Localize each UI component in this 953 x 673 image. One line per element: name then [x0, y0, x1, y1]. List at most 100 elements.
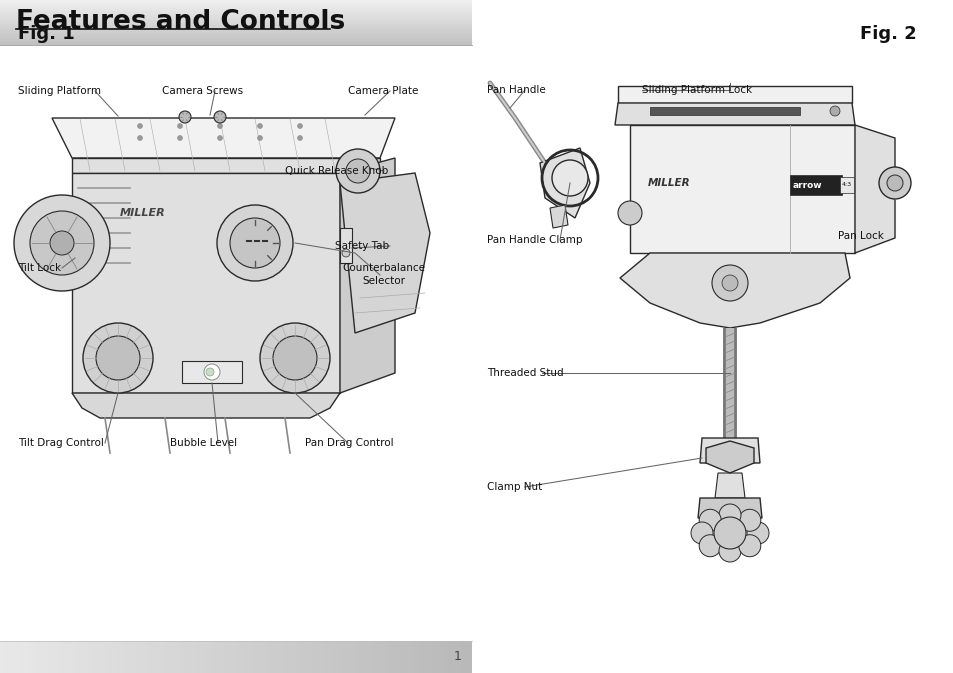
Polygon shape	[854, 125, 894, 253]
Polygon shape	[539, 148, 589, 218]
Text: arrow: arrow	[792, 180, 821, 190]
Bar	[413, 641, 418, 673]
Polygon shape	[52, 118, 395, 158]
Bar	[389, 641, 395, 673]
Circle shape	[738, 509, 760, 531]
Bar	[840, 177, 853, 193]
Bar	[189, 641, 194, 673]
Bar	[372, 641, 377, 673]
Bar	[230, 641, 235, 673]
Text: Sliding Platform: Sliding Platform	[18, 86, 101, 96]
Circle shape	[257, 135, 262, 141]
Bar	[359, 641, 365, 673]
Circle shape	[341, 249, 350, 257]
Circle shape	[217, 135, 222, 141]
Bar	[83, 641, 89, 673]
Circle shape	[711, 265, 747, 301]
Bar	[235, 641, 242, 673]
Bar	[407, 641, 413, 673]
Bar	[354, 641, 359, 673]
Bar	[200, 641, 206, 673]
Bar	[0, 641, 6, 673]
Circle shape	[83, 323, 152, 393]
Circle shape	[273, 336, 316, 380]
Bar	[18, 641, 24, 673]
Polygon shape	[698, 498, 761, 518]
Bar	[118, 641, 124, 673]
Circle shape	[886, 175, 902, 191]
Text: Tilt Drag Control: Tilt Drag Control	[18, 438, 104, 448]
Polygon shape	[71, 393, 339, 418]
Bar	[71, 641, 76, 673]
Bar	[271, 641, 277, 673]
Bar	[324, 641, 330, 673]
Text: Safety Tab: Safety Tab	[335, 241, 389, 251]
Text: Sliding Platform Lock: Sliding Platform Lock	[641, 85, 751, 95]
Text: Pan Handle Clamp: Pan Handle Clamp	[486, 235, 582, 245]
Circle shape	[618, 201, 641, 225]
Bar	[53, 641, 59, 673]
Bar	[141, 641, 148, 673]
Text: Fig. 2: Fig. 2	[859, 25, 916, 43]
Bar	[112, 641, 118, 673]
Circle shape	[738, 535, 760, 557]
Circle shape	[204, 364, 220, 380]
Circle shape	[257, 124, 262, 129]
Bar	[339, 228, 352, 263]
Bar	[259, 641, 265, 673]
Circle shape	[552, 160, 587, 196]
Text: Counterbalance: Counterbalance	[341, 263, 424, 273]
Bar	[436, 641, 442, 673]
Bar	[65, 641, 71, 673]
Circle shape	[690, 522, 712, 544]
Bar	[6, 641, 11, 673]
Text: MILLER: MILLER	[647, 178, 690, 188]
Text: Quick Release Knob: Quick Release Knob	[285, 166, 388, 176]
Bar	[218, 641, 224, 673]
Polygon shape	[714, 473, 744, 498]
Bar	[153, 641, 159, 673]
Circle shape	[719, 540, 740, 562]
Bar	[213, 641, 218, 673]
Text: Bubble Level: Bubble Level	[170, 438, 237, 448]
Circle shape	[206, 368, 213, 376]
Circle shape	[14, 195, 110, 291]
Bar	[395, 641, 401, 673]
Circle shape	[50, 231, 74, 255]
Text: Camera Screws: Camera Screws	[162, 86, 243, 96]
Polygon shape	[71, 158, 379, 173]
Bar	[289, 641, 294, 673]
Bar	[248, 641, 253, 673]
Circle shape	[829, 106, 840, 116]
Bar	[307, 641, 313, 673]
Bar	[294, 641, 300, 673]
Circle shape	[260, 323, 330, 393]
Circle shape	[179, 111, 191, 123]
Bar	[89, 641, 94, 673]
Bar	[35, 641, 41, 673]
Circle shape	[177, 124, 182, 129]
Text: Pan Drag Control: Pan Drag Control	[305, 438, 394, 448]
Bar	[336, 641, 342, 673]
Bar	[130, 641, 135, 673]
Bar	[194, 641, 200, 673]
Text: MILLER: MILLER	[120, 208, 166, 218]
Bar	[401, 641, 407, 673]
Bar	[182, 361, 242, 383]
Bar	[242, 641, 248, 673]
Bar	[430, 641, 436, 673]
Bar	[206, 641, 213, 673]
Circle shape	[346, 159, 370, 183]
Bar	[24, 641, 30, 673]
Bar	[265, 641, 271, 673]
Polygon shape	[700, 438, 760, 463]
Circle shape	[297, 135, 302, 141]
Bar	[76, 641, 83, 673]
Polygon shape	[615, 103, 854, 125]
Circle shape	[699, 535, 720, 557]
Text: 4:3: 4:3	[841, 182, 851, 188]
Bar	[59, 641, 65, 673]
Bar	[454, 641, 459, 673]
Bar	[148, 641, 153, 673]
Bar	[30, 641, 35, 673]
